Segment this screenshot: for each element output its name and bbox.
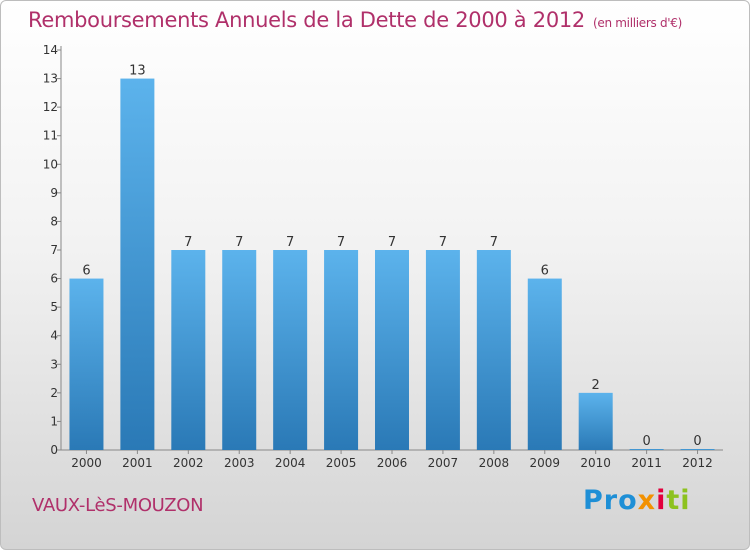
y-tick-label: 8 (50, 214, 58, 228)
y-tick-label: 14 (43, 43, 58, 57)
y-tick-label: 7 (50, 243, 58, 257)
y-tick-label: 12 (43, 100, 58, 114)
x-tick-label: 2000 (71, 456, 102, 470)
bar-value-label: 0 (642, 434, 650, 449)
proxiti-logo: Proxiti (583, 485, 691, 516)
bar-value-label: 0 (693, 434, 701, 449)
commune-name: VAUX-LèS-MOUZON (32, 495, 204, 516)
bar-2011 (629, 449, 664, 450)
bar-2009 (527, 278, 562, 450)
logo-part-1: Pro (583, 485, 638, 516)
bar-2010 (578, 392, 613, 450)
bar-value-label: 7 (388, 235, 396, 250)
x-tick-label: 2009 (529, 456, 560, 470)
y-tick-label: 10 (43, 157, 58, 171)
bar-value-label: 7 (490, 235, 498, 250)
bar-2007 (425, 250, 460, 450)
logo-part-2: x (637, 485, 657, 516)
y-tick-label: 9 (50, 186, 58, 200)
bar-2012 (680, 449, 715, 450)
bar-2003 (222, 250, 257, 450)
bar-2001 (120, 78, 155, 451)
y-tick-label: 0 (50, 443, 58, 457)
bar-value-label: 7 (184, 235, 192, 250)
bars (69, 78, 715, 451)
y-tick-label: 13 (43, 72, 58, 86)
x-tick-label: 2003 (224, 456, 255, 470)
bar-value-label: 7 (235, 235, 243, 250)
x-tick-label: 2012 (682, 456, 713, 470)
chart-subtitle: (en milliers d'€) (593, 16, 683, 30)
y-tick-label: 4 (50, 329, 58, 343)
bar-2005 (324, 250, 359, 450)
logo-part-3: i (656, 485, 667, 516)
bar-2008 (476, 250, 511, 450)
bar-2002 (171, 250, 206, 450)
x-tick-label: 2004 (275, 456, 306, 470)
x-tick-label: 2008 (479, 456, 510, 470)
x-tick-label: 2002 (173, 456, 204, 470)
bar-value-label: 7 (286, 235, 294, 250)
logo-part-4: ti (666, 485, 691, 516)
y-tick-label: 1 (50, 414, 58, 428)
y-tick-label: 5 (50, 300, 58, 314)
bar-2004 (273, 250, 308, 450)
bar-value-label: 2 (592, 378, 600, 393)
chart-title: Remboursements Annuels de la Dette de 20… (28, 8, 683, 32)
bar-value-label: 6 (541, 264, 549, 279)
y-tick-label: 6 (50, 272, 58, 286)
bar-value-label: 13 (129, 64, 146, 79)
bar-value-label: 6 (82, 264, 90, 279)
bar-value-label: 7 (439, 235, 447, 250)
bar-value-label: 7 (337, 235, 345, 250)
x-tick-label: 2001 (122, 456, 153, 470)
x-tick-label: 2006 (377, 456, 408, 470)
x-tick-label: 2005 (326, 456, 357, 470)
bar-2000 (69, 278, 104, 450)
y-tick-label: 3 (50, 357, 58, 371)
y-tick-label: 2 (50, 386, 58, 400)
x-tick-label: 2010 (580, 456, 611, 470)
bar-labels: 6 13 7 7 7 7 7 7 7 6 2 0 0 (82, 64, 701, 449)
bar-2006 (375, 250, 409, 450)
y-tick-label: 11 (43, 129, 58, 143)
x-tick-label: 2011 (631, 456, 662, 470)
x-tick-label: 2007 (428, 456, 459, 470)
